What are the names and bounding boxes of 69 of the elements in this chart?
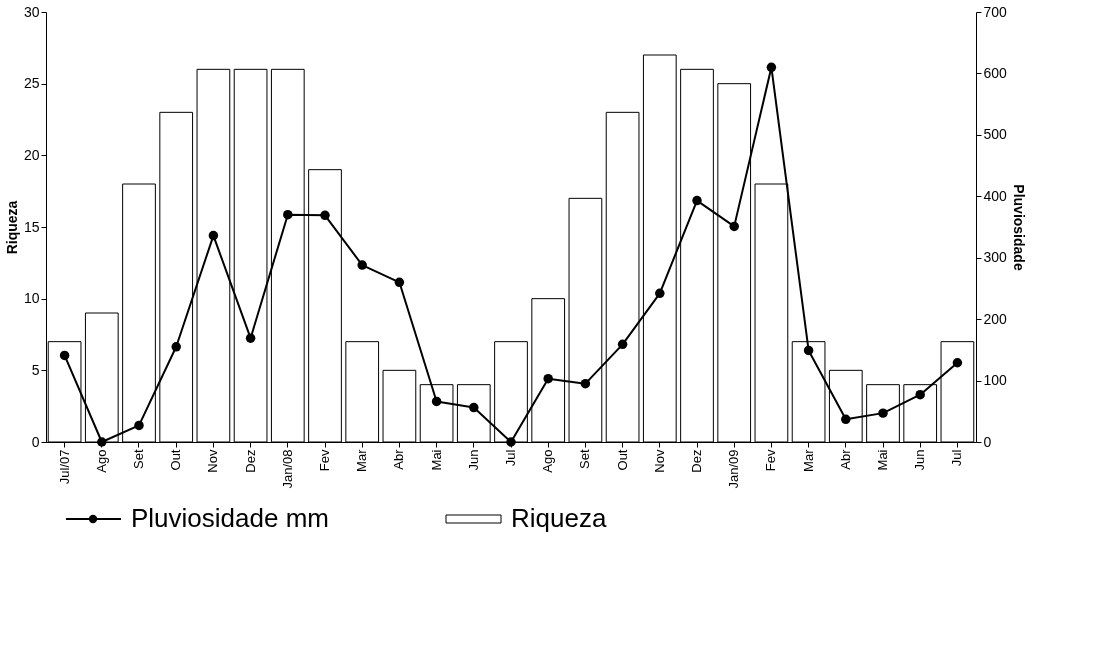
x-tick-label: Jun [912, 449, 928, 471]
legend-label: Riqueza [511, 503, 607, 533]
x-tick-label: Nov [651, 449, 667, 473]
x-tick-label: Abr [837, 448, 853, 470]
y2-tick-label: 600 [983, 64, 1008, 81]
point [59, 350, 70, 361]
point [543, 373, 553, 384]
y2-tick-label: 700 [983, 3, 1008, 20]
point [97, 437, 107, 447]
point [617, 339, 628, 350]
point [506, 437, 516, 447]
x-tick-label: Out [614, 449, 630, 471]
x-tick-label: Jan/09 [726, 449, 742, 489]
x-tick-label: Mar [354, 448, 370, 472]
x-tick-label: Jul/07 [56, 449, 72, 485]
x-tick-label: Ago [540, 449, 556, 473]
y-tick-label: 30 [23, 3, 40, 20]
y2-tick-label: 300 [983, 249, 1008, 266]
point [692, 195, 702, 206]
point [245, 333, 256, 343]
x-tick-label: Mar [800, 448, 816, 472]
y-tick-label: 20 [23, 146, 40, 163]
point [171, 342, 181, 352]
y2-tick-label: 0 [983, 433, 992, 450]
y-tick-label: 25 [23, 75, 40, 92]
point [952, 358, 963, 368]
point [208, 230, 219, 241]
y-tick-label: 0 [31, 433, 40, 450]
point [915, 389, 925, 400]
y2-tick-label: 100 [983, 372, 1008, 389]
y-tick-label: 5 [31, 361, 40, 378]
x-tick-label: Jan/08 [279, 449, 295, 489]
point [394, 277, 405, 288]
y2-tick-label: 200 [983, 310, 1008, 327]
x-tick-label: Mai [428, 449, 444, 471]
point [841, 414, 851, 425]
point [729, 221, 739, 232]
x-tick-label: Jul [949, 449, 965, 467]
x-tick-label: Out [168, 449, 184, 471]
y-axis-title: Riqueza [3, 200, 20, 255]
y2-tick-label: 500 [983, 126, 1008, 143]
point [357, 260, 367, 270]
y-tick-label: 10 [23, 290, 40, 307]
x-tick-label: Nov [205, 449, 221, 473]
x-tick-label: Set [577, 449, 593, 470]
point [134, 420, 144, 431]
legend-label: Pluviosidade mm [131, 503, 329, 533]
y2-tick-label: 400 [983, 187, 1008, 204]
point [283, 209, 293, 220]
x-tick-label: Abr [391, 448, 407, 470]
x-tick-label: Dez [689, 449, 704, 473]
y2-axis-title: Pluviosidade [1010, 184, 1027, 271]
x-tick-label: Ago [93, 449, 109, 473]
y-tick-label: 15 [23, 218, 40, 235]
point [469, 402, 479, 413]
point [766, 62, 777, 73]
point [580, 378, 591, 389]
x-tick-label: Mai [875, 449, 890, 471]
x-tick-label: Dez [242, 449, 258, 473]
point [878, 408, 888, 418]
x-tick-label: Jun [465, 449, 481, 471]
x-tick-label: Fev [763, 449, 779, 472]
point [803, 345, 814, 356]
x-tick-label: Set [131, 449, 146, 470]
x-tick-label: Jul [503, 449, 518, 467]
point [320, 210, 330, 221]
x-tick-label: Fev [317, 449, 332, 472]
point [655, 288, 665, 299]
point [431, 396, 442, 407]
